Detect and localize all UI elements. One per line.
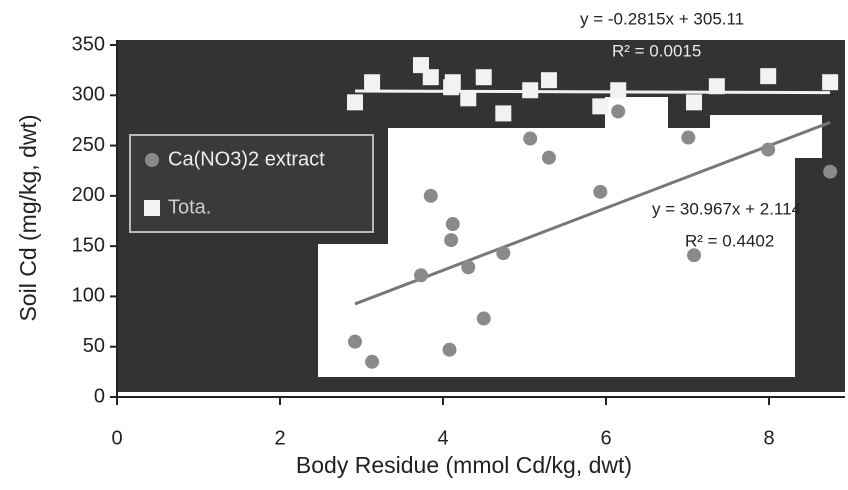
point <box>541 150 556 165</box>
point <box>422 69 439 86</box>
point <box>822 74 839 91</box>
point <box>476 311 491 326</box>
x-tick-label: 4 <box>437 427 448 449</box>
point <box>760 68 777 85</box>
y-tick-label: 200 <box>72 184 105 206</box>
y-tick-label: 250 <box>72 134 105 156</box>
trend-equation: y = -0.2815x + 305.11 <box>580 9 744 28</box>
y-tick-label: 50 <box>83 335 105 357</box>
white-patch <box>318 244 795 377</box>
point <box>522 82 539 99</box>
point <box>496 246 511 261</box>
point <box>761 142 776 157</box>
x-tick-label: 0 <box>111 427 122 449</box>
x-axis-title: Body Residue (mmol Cd/kg, dwt) <box>296 452 632 478</box>
trend-r2: R² = 0.0015 <box>612 41 701 60</box>
point <box>708 78 725 95</box>
x-tick-label: 6 <box>600 427 611 449</box>
point <box>365 354 380 369</box>
point <box>445 217 460 232</box>
white-patch <box>605 97 668 143</box>
point <box>347 334 362 349</box>
x-tick-label: 8 <box>763 427 774 449</box>
legend-label: Tota. <box>168 196 211 218</box>
point <box>444 233 459 248</box>
point <box>413 268 428 283</box>
y-tick-label: 150 <box>72 234 105 256</box>
point <box>592 98 609 115</box>
point <box>346 94 363 111</box>
point <box>460 90 477 107</box>
point <box>461 260 476 275</box>
y-axis-title: Soil Cd (mg/kg, dwt) <box>15 114 41 321</box>
point <box>823 164 838 179</box>
y-tick-label: 100 <box>72 285 105 307</box>
point <box>523 131 538 146</box>
y-tick-label: 300 <box>72 84 105 106</box>
legend-label: Ca(NO3)2 extract <box>168 148 325 170</box>
point <box>686 94 703 111</box>
legend-marker <box>144 200 160 216</box>
point <box>364 74 381 91</box>
trend-equation: y = 30.967x + 2.114 <box>652 199 801 218</box>
point <box>593 184 608 199</box>
point <box>412 57 429 74</box>
x-tick-label: 2 <box>274 427 285 449</box>
point <box>540 72 557 89</box>
y-tick-label: 0 <box>94 385 105 407</box>
point <box>495 105 512 122</box>
trend-r2: R² = 0.4402 <box>685 231 774 250</box>
legend <box>129 134 374 233</box>
point <box>681 130 696 145</box>
point <box>475 69 492 86</box>
point <box>611 104 626 119</box>
legend-marker <box>145 153 159 167</box>
trendline <box>354 120 831 306</box>
point <box>423 188 438 203</box>
point <box>610 82 627 99</box>
trendline <box>354 89 831 95</box>
point <box>687 248 702 263</box>
point <box>443 79 460 96</box>
y-tick-label: 350 <box>72 33 105 55</box>
point <box>442 342 457 357</box>
